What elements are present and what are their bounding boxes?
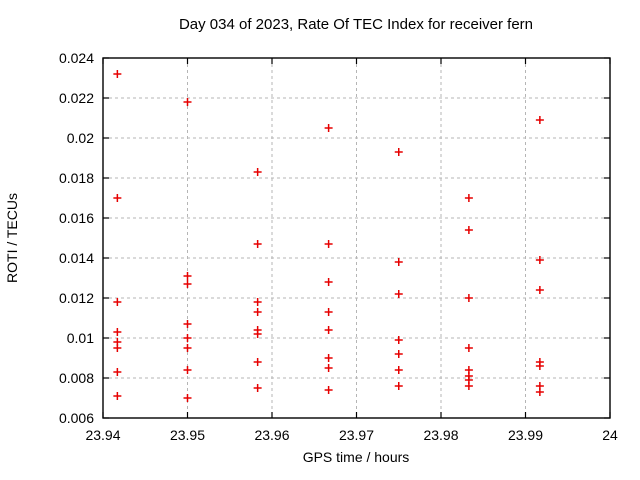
data-point	[394, 290, 403, 298]
data-point	[394, 148, 403, 156]
y-tick-label: 0.016	[59, 210, 94, 226]
data-point	[394, 366, 403, 374]
data-point	[394, 258, 403, 266]
x-axis-label: GPS time / hours	[303, 449, 410, 465]
x-tick-label: 23.96	[254, 427, 289, 443]
data-point	[394, 336, 403, 344]
data-point	[183, 366, 192, 374]
y-tick-label: 0.024	[59, 50, 94, 66]
data-point	[324, 240, 333, 248]
x-tick-label: 23.99	[508, 427, 543, 443]
data-point	[253, 298, 262, 306]
y-tick-label: 0.008	[59, 370, 94, 386]
data-point	[464, 194, 473, 202]
data-point	[464, 382, 473, 390]
x-tick-label: 23.94	[85, 427, 120, 443]
data-point	[394, 382, 403, 390]
data-point	[324, 278, 333, 286]
plot-area: 23.94 23.95 23.96 23.97 23.98 23.99 24 0.006 0.0…	[59, 50, 618, 443]
data-point	[113, 392, 122, 400]
y-axis-label: ROTI / TECUs	[4, 193, 20, 283]
data-point	[183, 280, 192, 288]
y-tick-label: 0.022	[59, 90, 94, 106]
data-point	[113, 344, 122, 352]
y-tick-label: 0.018	[59, 170, 94, 186]
y-tick-label: 0.01	[67, 330, 94, 346]
data-point	[464, 344, 473, 352]
plot-border	[102, 57, 611, 419]
data-point	[183, 98, 192, 106]
x-tick-label: 23.98	[423, 427, 458, 443]
data-point	[253, 330, 262, 338]
y-tick-label: 0.02	[67, 130, 94, 146]
data-point	[535, 256, 544, 264]
y-tick-label: 0.014	[59, 250, 94, 266]
data-point	[324, 364, 333, 372]
data-point	[535, 286, 544, 294]
data-point	[324, 326, 333, 334]
data-point	[324, 386, 333, 394]
data-point	[253, 168, 262, 176]
data-point	[535, 116, 544, 124]
data-point	[113, 194, 122, 202]
data-point	[253, 308, 262, 316]
data-point	[113, 298, 122, 306]
data-point	[394, 350, 403, 358]
data-point	[324, 124, 333, 132]
x-tick-label: 23.95	[170, 427, 205, 443]
data-point	[183, 394, 192, 402]
data-point	[113, 368, 122, 376]
data-point	[253, 358, 262, 366]
data-point	[183, 320, 192, 328]
data-point	[324, 308, 333, 316]
data-point	[535, 362, 544, 370]
data-point	[464, 294, 473, 302]
y-tick-label: 0.006	[59, 410, 94, 426]
data-point	[183, 344, 192, 352]
data-point	[253, 240, 262, 248]
data-point	[535, 388, 544, 396]
data-point	[183, 334, 192, 342]
data-point	[464, 226, 473, 234]
x-tick-label: 23.97	[339, 427, 374, 443]
data-point	[113, 328, 122, 336]
x-tick-label: 24	[602, 427, 618, 443]
data-point	[183, 272, 192, 280]
data-point	[113, 70, 122, 78]
y-tick-label: 0.012	[59, 290, 94, 306]
chart-title: Day 034 of 2023, Rate Of TEC Index for r…	[179, 16, 533, 33]
data-point	[324, 354, 333, 362]
data-point	[253, 384, 262, 392]
